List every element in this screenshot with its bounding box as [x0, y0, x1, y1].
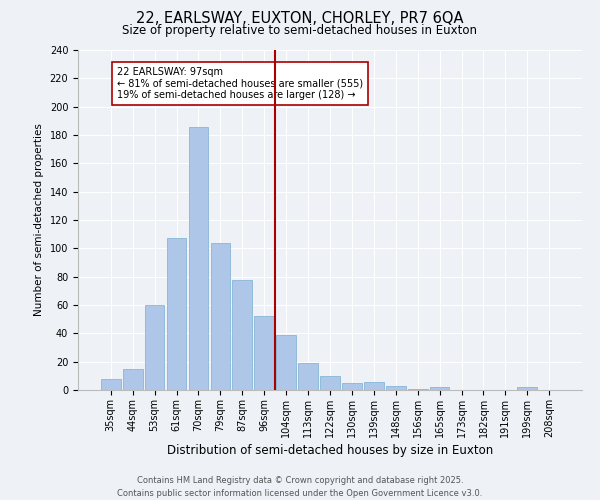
Text: Size of property relative to semi-detached houses in Euxton: Size of property relative to semi-detach… [122, 24, 478, 37]
Bar [298, 363, 318, 390]
Bar [276, 335, 296, 390]
Bar [188, 126, 208, 390]
Bar [386, 386, 406, 390]
Y-axis label: Number of semi-detached properties: Number of semi-detached properties [34, 124, 44, 316]
Text: Contains HM Land Registry data © Crown copyright and database right 2025.
Contai: Contains HM Land Registry data © Crown c… [118, 476, 482, 498]
Bar [101, 378, 121, 390]
Bar [167, 238, 187, 390]
Text: 22, EARLSWAY, EUXTON, CHORLEY, PR7 6QA: 22, EARLSWAY, EUXTON, CHORLEY, PR7 6QA [136, 11, 464, 26]
Bar [408, 388, 428, 390]
Bar [254, 316, 274, 390]
X-axis label: Distribution of semi-detached houses by size in Euxton: Distribution of semi-detached houses by … [167, 444, 493, 457]
Bar [342, 383, 362, 390]
Text: 22 EARLSWAY: 97sqm
← 81% of semi-detached houses are smaller (555)
19% of semi-d: 22 EARLSWAY: 97sqm ← 81% of semi-detache… [118, 67, 364, 100]
Bar [430, 387, 449, 390]
Bar [232, 280, 252, 390]
Bar [211, 242, 230, 390]
Bar [320, 376, 340, 390]
Bar [145, 305, 164, 390]
Bar [517, 387, 537, 390]
Bar [123, 369, 143, 390]
Bar [364, 382, 384, 390]
